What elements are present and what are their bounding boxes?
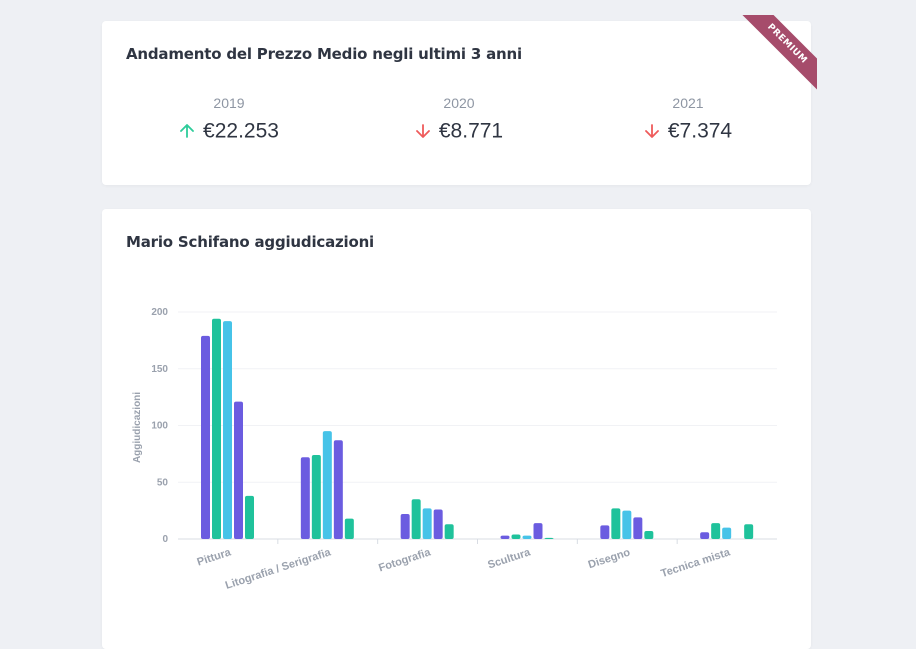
bar [533, 523, 543, 539]
bar [544, 537, 554, 539]
auctions-bar-chart: 0 50 100 150 200 Aggiudicazioni PitturaLitogra… [132, 307, 777, 592]
bar [433, 509, 443, 539]
bar [644, 531, 654, 539]
bar [411, 499, 421, 539]
bar [333, 440, 343, 539]
bar [344, 518, 354, 539]
price-summary-card: Andamento del Prezzo Medio negli ultimi … [102, 15, 817, 185]
stat-value: €8.771 [438, 119, 504, 143]
x-tick-label: Disegno [587, 546, 632, 571]
x-tick-label: Pittura [196, 546, 234, 568]
yearly-stats: 2019 €22.253 2020 €8.771 2021 €7.374 [102, 95, 811, 155]
premium-ribbon: PREMIUM [737, 15, 817, 95]
bar [500, 535, 510, 539]
bar [223, 321, 232, 539]
bar [633, 517, 643, 539]
arrow-up-icon [180, 124, 194, 139]
x-tick-label: Litografia / Serigrafia [224, 546, 333, 592]
x-tick-label: Fotografia [377, 546, 433, 574]
bar [722, 527, 732, 539]
bar [522, 535, 532, 539]
bar [300, 457, 310, 539]
stat-year: 2021 [672, 95, 704, 111]
y-tick-label: 50 [157, 477, 169, 488]
bar [322, 431, 332, 539]
bar [700, 532, 710, 539]
arrow-down-icon [644, 124, 659, 139]
bar [311, 455, 321, 539]
stat-2021: 2021 €7.374 [588, 95, 788, 143]
y-tick-label: 200 [151, 307, 168, 318]
stat-2020: 2020 €8.771 [359, 95, 559, 143]
stat-value: €22.253 [203, 119, 279, 143]
bar [511, 534, 521, 539]
bar [422, 508, 432, 539]
bar [201, 335, 210, 539]
bar [711, 523, 721, 539]
price-summary-title: Andamento del Prezzo Medio negli ultimi … [126, 45, 522, 63]
stat-value: €7.374 [667, 119, 733, 143]
bar [622, 510, 632, 539]
chart-title: Mario Schifano aggiudicazioni [126, 233, 374, 251]
stat-2019: 2019 €22.253 [129, 95, 329, 143]
bar [234, 401, 243, 539]
arrow-down-icon [415, 124, 430, 139]
y-axis-label: Aggiudicazioni [132, 392, 143, 463]
bar [611, 508, 621, 539]
bar [744, 524, 754, 539]
auctions-chart-card: Mario Schifano aggiudicazioni 0 50 100 150 2… [102, 209, 811, 649]
stat-year: 2019 [213, 95, 245, 111]
x-tick-label: Scultura [486, 546, 532, 571]
stat-year: 2020 [443, 95, 475, 111]
bar [600, 525, 610, 539]
y-tick-label: 150 [151, 364, 168, 375]
y-tick-label: 0 [162, 534, 168, 545]
bar [212, 318, 221, 539]
premium-badge: PREMIUM [737, 15, 817, 95]
bar [400, 514, 410, 539]
y-tick-label: 100 [151, 421, 168, 432]
bar [444, 524, 454, 539]
x-tick-label: Tecnica mista [659, 546, 732, 580]
bar [245, 495, 254, 539]
